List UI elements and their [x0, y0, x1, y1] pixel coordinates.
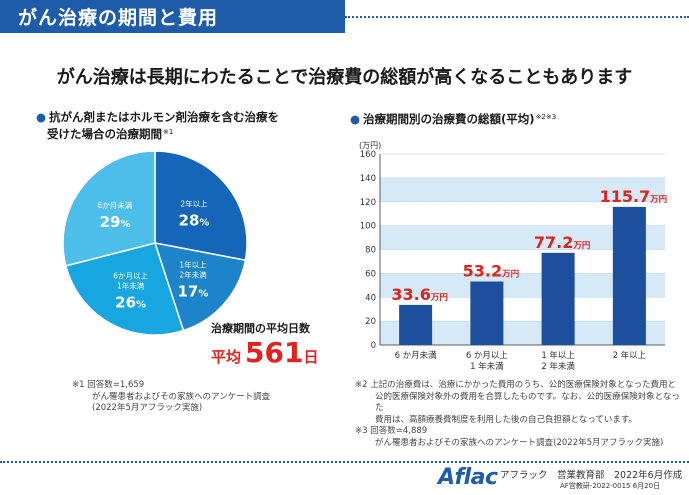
bar-title-note: ※2※3: [535, 113, 557, 121]
y-tick-label: 0: [371, 341, 376, 351]
bar-value-unit: 万円: [430, 293, 448, 303]
footer-code: AF営教研-2022-0015 6月20日: [560, 482, 661, 490]
y-tick-label: 120: [360, 198, 376, 208]
pie-slice-unit: %: [120, 219, 130, 230]
note1-line1: ※1 回答数=1,659: [72, 380, 145, 390]
x-category-label: 1 年以上: [541, 350, 575, 361]
note1-line2: がん罹患者およびその家族へのアンケート調査: [92, 391, 271, 402]
pie-slice-label: 6か月未満: [98, 200, 133, 210]
x-category-label: 1 年未満: [470, 361, 504, 372]
pie-slice-unit: %: [136, 299, 146, 310]
grid-band: [380, 177, 665, 202]
pie-slice: [64, 242, 185, 336]
pie-title-note: ※1: [163, 128, 174, 136]
pie-slice: [154, 150, 248, 262]
bar-title: 治療期間別の治療費の総額(平均): [363, 112, 535, 126]
pie-slice-label: 2年未満: [179, 269, 207, 279]
pie-section-title: ● 抗がん剤またはホルモン剤治療を含む治療を 受けた場合の治療期間※1: [36, 110, 306, 142]
pie-slice-label: 1年未満: [117, 280, 145, 290]
note2-line3: 費用は、高額療養費制度を利用した後の自己負担額となっています。: [375, 414, 637, 425]
pie-slice-label: 6か月以上: [113, 271, 148, 280]
bar: [541, 252, 575, 345]
bullet-icon: ●: [36, 110, 47, 124]
pie-slice-unit: %: [198, 288, 208, 299]
bar-value-label: 53.2万円: [463, 261, 520, 280]
y-tick-label: 60: [365, 269, 376, 279]
bullet-icon: ●: [350, 112, 361, 126]
footer-divider: [0, 461, 689, 463]
average-prefix: 平均: [211, 348, 242, 366]
pie-title-line1: 抗がん剤またはホルモン剤治療を含む治療を: [49, 110, 280, 124]
bar: [399, 304, 433, 345]
header-divider: [345, 16, 689, 18]
note1-line3: (2022年5月アフラック実施): [92, 403, 203, 413]
note3-line1: ※3 回答数=4,889: [355, 426, 428, 436]
grid-band: [380, 225, 665, 250]
note2-line2: 公的医療保険対象外の費用を合算したものです。なお、公的医療保険対象となった: [375, 391, 680, 414]
bar-value-unit: 万円: [501, 269, 519, 279]
bar-value-unit: 万円: [649, 195, 667, 205]
average-number: 561: [245, 336, 304, 369]
y-tick-label: 160: [360, 150, 376, 160]
x-category-label: 2 年未満: [541, 361, 575, 372]
y-tick-label: 40: [365, 293, 376, 303]
pie-slice-label: 1年以上: [179, 259, 207, 269]
bar-value-unit: 万円: [572, 241, 590, 251]
y-tick-label: 20: [365, 317, 376, 327]
grid-band: [380, 321, 665, 345]
page-title: がん治療の期間と費用: [18, 7, 219, 29]
pie-slice: [62, 150, 156, 267]
bar: [612, 206, 646, 345]
footnote-2-3: ※2 上記の治療費は、治療にかかった費用のうち、公的医療保険対象となった費用と …: [355, 380, 680, 449]
x-category-label: 2 年以上: [613, 350, 647, 361]
headline: がん治療は長期にわたることで治療費の総額が高くなることもあります: [56, 67, 633, 88]
y-tick-label: 80: [365, 246, 376, 256]
note2-line1: ※2 上記の治療費は、治療にかかった費用のうち、公的医療保険対象となった費用と: [355, 380, 676, 390]
y-tick-label: 140: [360, 174, 376, 184]
aflac-logo: Aflac: [438, 465, 498, 490]
x-category-label: 6 か月以上: [466, 351, 509, 361]
average-label: 治療期間の平均日数: [211, 322, 310, 335]
footer-text: アフラック 営業教育部 2022年6月作成: [500, 470, 683, 481]
pie-slice-label: 2年以上: [180, 199, 208, 209]
y-tick-label: 100: [360, 222, 376, 232]
pie-slice-unit: %: [199, 218, 209, 229]
x-category-label: 6 か月未満: [395, 350, 438, 361]
average-unit: 日: [303, 348, 319, 366]
y-axis-unit-label: (万円): [359, 141, 381, 150]
bar-section-title: ● 治療期間別の治療費の総額(平均)※2※3: [350, 110, 680, 127]
bar: [470, 281, 504, 345]
pie-title-line2: 受けた場合の治療期間: [47, 127, 162, 141]
pie-slice: [153, 242, 247, 332]
note3-line2: がん罹患者およびその家族へのアンケート調査(2022年5月アフラック実施): [375, 437, 664, 448]
average-value: 平均 561日: [211, 336, 318, 369]
grid-band: [380, 273, 665, 298]
header-band: [0, 0, 345, 33]
footnote-1: ※1 回答数=1,659 がん罹患者およびその家族へのアンケート調査 (2022…: [72, 380, 312, 415]
